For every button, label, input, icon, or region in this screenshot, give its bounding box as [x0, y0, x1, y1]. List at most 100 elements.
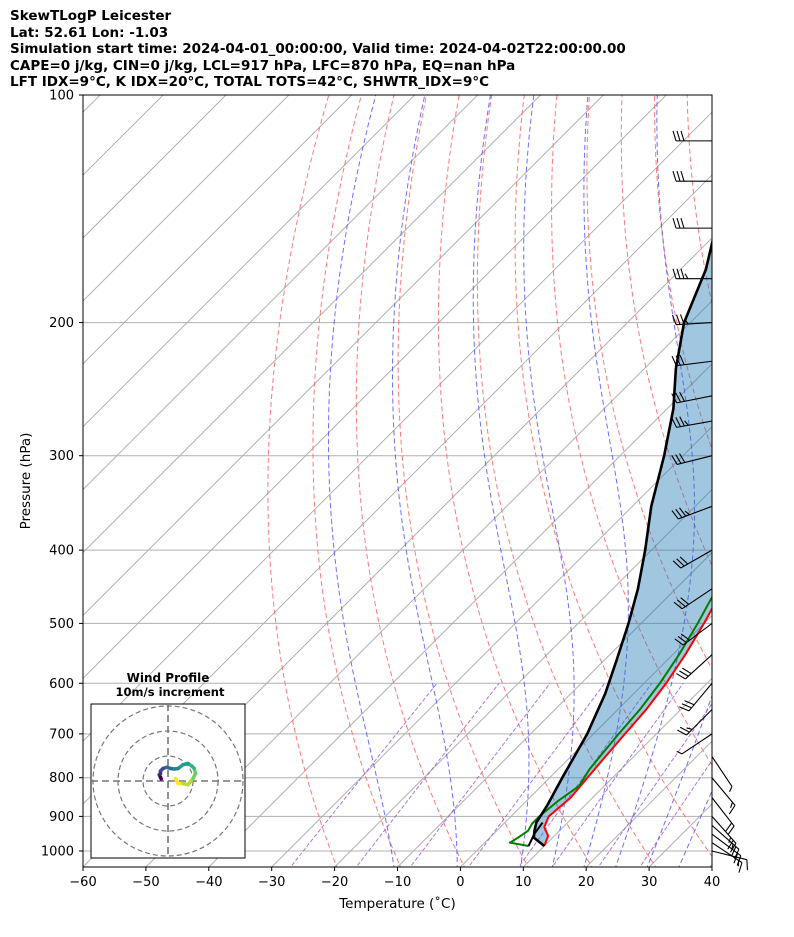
moist-adiabat-line	[678, 789, 712, 867]
moist-adiabat-line	[523, 95, 575, 867]
dry-adiabat-line	[620, 95, 712, 567]
x-tick-label: 30	[641, 875, 658, 890]
dewpoint-line	[508, 595, 712, 848]
dry-adiabat-line	[751, 78, 794, 870]
stability-indices: LFT IDX=9°C, K IDX=20°C, TOTAL TOTS=42°C…	[10, 74, 490, 90]
wind-barb	[711, 850, 748, 871]
y-tick-label: 500	[49, 617, 74, 632]
station-coordinates: Lat: 52.61 Lon: -1.03	[10, 24, 169, 41]
cin-shaded-area	[533, 243, 712, 847]
stability-parameters: CAPE=0 j/kg, CIN=0 j/kg, LCL=917 hPa, LF…	[10, 57, 516, 74]
simulation-times: Simulation start time: 2024-04-01_00:00:…	[10, 41, 626, 57]
isotherm-line	[83, 95, 479, 491]
moist-adiabat-line	[646, 694, 712, 867]
dry-adiabat-line	[476, 95, 657, 867]
dry-adiabat-line	[586, 95, 712, 671]
y-tick-label: 900	[49, 810, 74, 825]
x-tick-label: −20	[321, 875, 348, 890]
isotherm-line	[83, 95, 605, 617]
wind-barb	[672, 217, 712, 229]
inset-title: Wind Profile	[127, 671, 210, 685]
x-axis-label: Temperature (˚C)	[338, 895, 456, 912]
isotherm-line	[270, 425, 712, 867]
moist-adiabat-line	[583, 95, 629, 867]
moist-adiabat-line	[709, 862, 712, 867]
y-tick-label: 1000	[41, 844, 74, 859]
y-tick-label: 700	[49, 727, 74, 742]
isotherm-line	[83, 95, 353, 365]
isotherm-line	[83, 95, 542, 554]
wind-barb	[671, 314, 713, 326]
wind-barb	[672, 130, 712, 142]
inset-subtitle: 10m/s increment	[116, 685, 225, 699]
mixing-ratio-line	[409, 682, 551, 867]
wind-barb	[671, 453, 713, 465]
wind-barb	[672, 170, 712, 182]
x-tick-label: 40	[704, 875, 721, 890]
mixing-ratio-line	[551, 682, 684, 867]
mixing-ratio-line	[597, 702, 712, 867]
dry-adiabat-line	[397, 95, 529, 867]
axes: −60 −50 −40 −30 −20 −10 0 10 20 30 40 100 200 300 400 5…	[18, 89, 720, 913]
mixing-ratio-line	[289, 682, 438, 867]
dry-adiabat-line	[355, 95, 465, 867]
mixing-ratio-line	[639, 759, 712, 867]
wind-barb	[677, 709, 713, 736]
station-title: SkewTLogP Leicester	[10, 8, 172, 24]
dry-adiabat-line	[312, 95, 402, 867]
mixing-ratio-line	[467, 682, 606, 867]
isotherm-line	[208, 363, 712, 867]
wind-barb	[671, 416, 713, 428]
wind-barb	[711, 797, 735, 835]
wind-barb	[676, 733, 713, 755]
x-tick-label: 20	[578, 875, 595, 890]
wind-barb	[674, 622, 713, 646]
isotherm-line	[83, 95, 416, 428]
y-tick-label: 400	[49, 544, 74, 559]
wind-barb	[711, 777, 736, 815]
y-tick-label: 800	[49, 771, 74, 786]
dry-adiabat-line	[437, 95, 593, 867]
wind-barb	[679, 682, 713, 712]
dry-adiabat-line	[719, 78, 794, 870]
wind-barb	[676, 654, 713, 680]
wind-barb	[671, 354, 713, 367]
wind-barb	[673, 588, 713, 610]
x-tick-label: −10	[384, 875, 411, 890]
isotherm-line	[522, 677, 712, 867]
wind-barb	[671, 505, 713, 520]
chart-header: SkewTLogP Leicester Lat: 52.61 Lon: -1.0…	[10, 8, 626, 91]
x-tick-label: −30	[258, 875, 285, 890]
temperature-line	[543, 606, 712, 847]
y-tick-label: 200	[49, 316, 74, 331]
y-tick-label: 100	[49, 89, 74, 104]
wind-barb	[672, 549, 713, 569]
grid-lines	[83, 78, 794, 870]
parcel-line	[532, 237, 712, 848]
profile-series	[508, 237, 712, 848]
isotherm-line	[83, 95, 290, 302]
dry-adiabat-line	[783, 78, 794, 870]
parcel-to-surface-dew-line	[527, 821, 544, 847]
moist-adiabat-line	[615, 95, 696, 867]
mixing-ratio-line	[355, 682, 500, 867]
hodograph-segment	[158, 775, 163, 781]
wind-barb	[711, 816, 737, 853]
dry-adiabat-line	[514, 95, 712, 858]
y-tick-label: 300	[49, 449, 74, 464]
moist-adiabat-line	[327, 95, 395, 867]
x-tick-label: −50	[132, 875, 159, 890]
cape-cin-shading	[533, 243, 712, 847]
isotherm-line	[459, 614, 712, 867]
x-tick-label: −40	[195, 875, 222, 890]
wind-barbs	[671, 130, 748, 873]
isotherm-line	[333, 488, 712, 867]
x-tick-label: −60	[69, 875, 96, 890]
dry-adiabat-line	[267, 95, 338, 867]
moist-adiabat-line	[392, 95, 458, 867]
isotherm-line	[711, 866, 712, 867]
wind-barb	[711, 756, 733, 792]
moist-adiabat-line	[472, 95, 530, 867]
wind-barb	[711, 833, 742, 866]
